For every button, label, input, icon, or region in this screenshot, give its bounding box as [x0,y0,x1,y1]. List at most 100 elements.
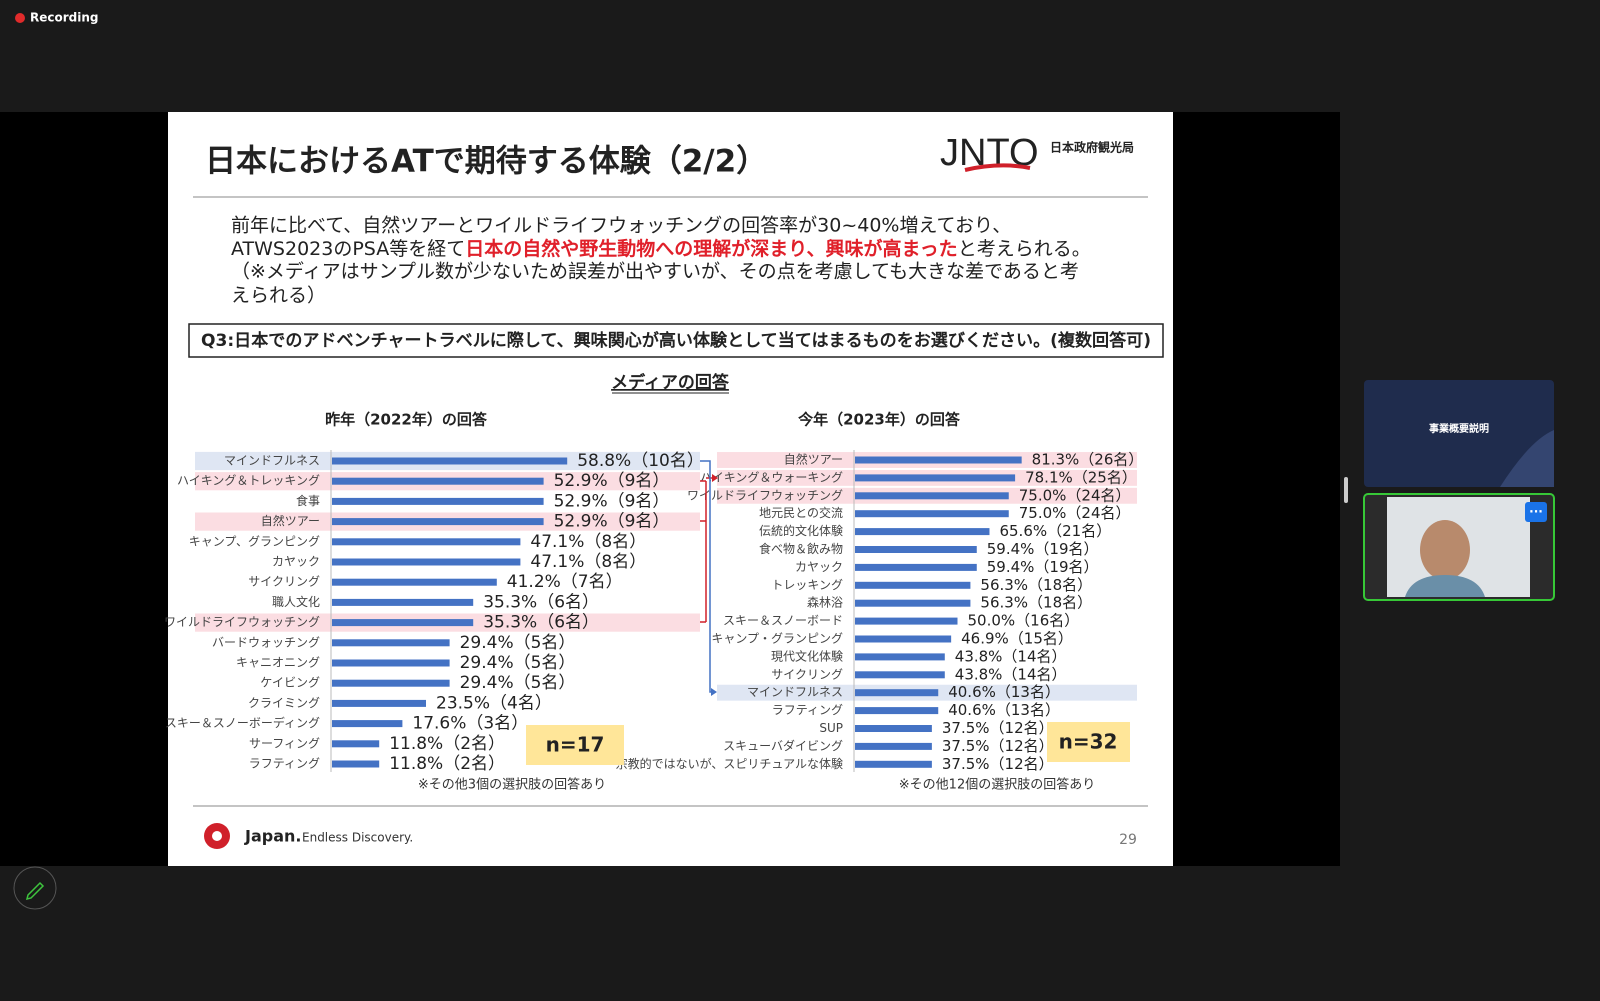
bar [332,578,497,586]
category-label: 食べ物＆飲み物 [759,541,843,556]
value-label: 56.3%（18名） [980,576,1092,594]
value-label: 17.6%（3名） [412,714,528,734]
question-box [188,323,1164,358]
value-label: 37.5%（12名） [942,755,1054,773]
body-line: えられる） [231,285,326,307]
bar [855,671,945,679]
body-line: （※メディアはサンプル数が少ないため誤差が出やすいが、その点を考慮しても大きな差… [231,261,1079,283]
bar [855,599,971,607]
section-title: メディアの回答 [611,372,730,393]
comparison-arrows [700,460,718,696]
category-label: 森林浴 [807,595,843,610]
logo-swoosh [964,163,1031,172]
value-label: 78.1%（25名） [1025,468,1137,486]
value-label: 52.9%（9名） [554,471,670,491]
more-icon: ··· [1529,505,1543,519]
value-label: 35.3%（6名） [483,613,599,633]
category-label: 地元民との交流 [759,505,843,520]
bar [332,720,403,728]
chart-note: ※その他3個の選択肢の回答あり [418,777,606,793]
bar [855,581,971,589]
bar [332,518,544,526]
bar [332,538,521,546]
footer-brand: Japan. [244,827,301,846]
thumb-decor [1500,430,1554,487]
bar [332,598,474,606]
category-label: スキューバダイビング [723,738,843,753]
bar [855,760,932,768]
bar [332,740,380,748]
chart-title: 昨年（2022年）の回答 [325,411,488,429]
person-head [1420,520,1470,580]
category-label: キャニオニング [236,656,320,670]
divider-handle[interactable] [1344,477,1348,503]
person-body [1405,575,1485,597]
bar [332,659,450,667]
value-label: 59.4%（19名） [987,540,1099,558]
category-label: キャンプ・グランピング [711,632,843,646]
category-label: ハイキング＆ウォーキング [700,470,843,484]
value-label: 37.5%（12名） [942,719,1054,737]
bar [855,617,958,625]
value-label: 58.8%（10名） [577,451,704,471]
pencil-icon [25,881,45,901]
chart-note: ※その他12個の選択肢の回答あり [899,777,1095,793]
value-label: 11.8%（2名） [389,754,505,774]
bar [855,456,1022,464]
org-name: 日本政府観光局 [1050,140,1134,155]
category-label: サーフィング [249,736,320,750]
category-label: 職人文化 [272,594,320,609]
value-label: 35.3%（6名） [483,592,599,612]
category-label: 自然ツアー [261,513,320,528]
value-label: 29.4%（5名） [460,653,576,673]
n-box [526,725,624,765]
arrow-head [712,474,718,482]
value-label: 65.6%（21名） [999,522,1111,540]
category-label: キャンプ、グランピング [189,534,320,548]
body-emphasis: 日本の自然や野生動物への理解が深まり、興味が高まった [465,237,957,260]
value-label: 59.4%（19名） [987,558,1099,576]
bar [332,760,380,768]
value-label: 75.0%（24名） [1019,504,1131,522]
category-label: 食事 [296,493,320,508]
value-label: 52.9%（9名） [554,491,670,511]
category-label: ラフティング [772,703,843,717]
bar [332,457,568,465]
bar [855,653,945,661]
value-label: 40.6%（13名） [948,683,1060,701]
category-label: ハイキング＆トレッキング [177,474,320,488]
category-label: スキー＆スノーボード [723,614,843,628]
category-label: 現代文化体験 [771,648,843,663]
body-line: ATWS2023のPSA等を経て日本の自然や野生動物への理解が深まり、興味が高ま… [231,237,1091,260]
slide-thumbnail[interactable] [1364,380,1554,487]
category-label: SUP [819,721,843,735]
body-text: ATWS2023のPSA等を経て [231,238,465,260]
value-label: 23.5%（4名） [436,693,552,713]
page-number: 29 [1119,832,1137,848]
category-label: ケイビング [260,676,320,690]
body-line: 前年に比べて、自然ツアーとワイルドライフウォッチングの回答率が30~40%増えて… [231,215,1011,237]
value-label: 50.0%（16名） [968,612,1080,630]
n-label: n=17 [546,733,605,757]
bar [332,477,544,485]
value-label: 46.9%（15名） [961,630,1073,648]
value-label: 29.4%（5名） [460,673,576,693]
n-label: n=32 [1059,730,1118,754]
value-label: 37.5%（12名） [942,737,1054,755]
category-label: ワイルドライフウォッチング [687,488,843,502]
bar [855,492,1009,500]
bar [332,619,474,627]
category-label: ワイルドライフウォッチング [164,615,320,629]
category-label: トレッキング [771,578,843,592]
brand-mark [212,831,222,841]
category-label: クライミング [248,696,320,710]
bar [855,474,1016,482]
value-label: 47.1%（8名） [530,552,646,572]
category-label: サイクリング [248,575,320,589]
n-box [1047,722,1130,762]
thumbnail-title: 事業概要説明 [1429,422,1489,435]
value-label: 47.1%（8名） [530,532,646,552]
bar [855,563,977,571]
more-button[interactable] [1525,502,1547,522]
